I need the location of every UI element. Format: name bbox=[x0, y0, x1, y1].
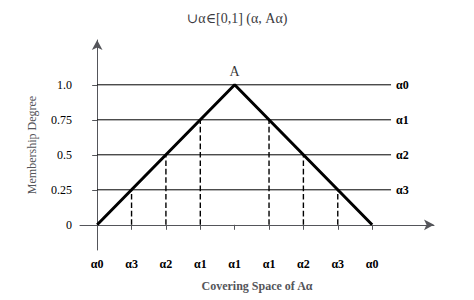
svg-text:Membership Degree: Membership Degree bbox=[25, 96, 39, 194]
svg-text:0.75: 0.75 bbox=[51, 113, 72, 127]
svg-text:α1: α1 bbox=[228, 257, 241, 271]
svg-text:α0: α0 bbox=[91, 257, 104, 271]
svg-text:∪α∈[0,1] (α, Aα): ∪α∈[0,1] (α, Aα) bbox=[187, 11, 288, 27]
svg-text:α3: α3 bbox=[125, 257, 138, 271]
svg-text:A: A bbox=[230, 64, 241, 79]
svg-text:0.25: 0.25 bbox=[51, 183, 72, 197]
svg-text:0.5: 0.5 bbox=[57, 148, 72, 162]
svg-text:Covering Space of Aα: Covering Space of Aα bbox=[201, 279, 312, 293]
svg-text:α0: α0 bbox=[396, 78, 409, 92]
svg-text:α3: α3 bbox=[331, 257, 344, 271]
svg-text:α2: α2 bbox=[396, 148, 409, 162]
svg-text:α1: α1 bbox=[396, 113, 409, 127]
svg-text:α2: α2 bbox=[160, 257, 173, 271]
svg-text:1.0: 1.0 bbox=[57, 78, 72, 92]
svg-text:0: 0 bbox=[66, 218, 72, 232]
svg-text:α2: α2 bbox=[297, 257, 310, 271]
svg-text:α1: α1 bbox=[194, 257, 207, 271]
svg-text:α1: α1 bbox=[263, 257, 276, 271]
svg-text:α3: α3 bbox=[396, 183, 409, 197]
svg-text:α0: α0 bbox=[366, 257, 379, 271]
